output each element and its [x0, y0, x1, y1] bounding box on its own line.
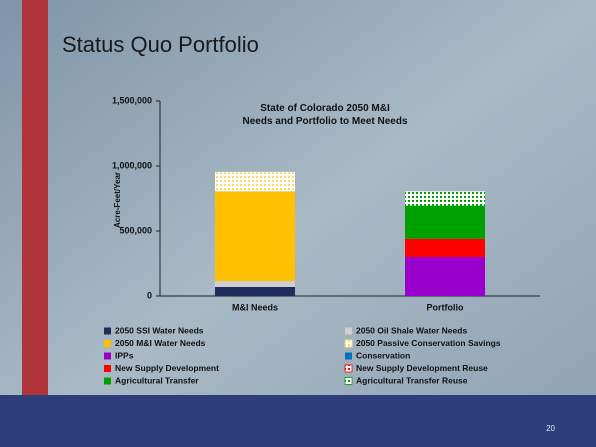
x-tick-label: Portfolio: [427, 302, 464, 312]
legend-swatch: [104, 365, 111, 372]
legend-swatch: [344, 364, 353, 373]
legend-swatch: [344, 377, 353, 385]
legend-swatch: [104, 352, 111, 360]
legend-swatch: [104, 340, 111, 347]
side-stripe: [22, 0, 48, 447]
legend-swatch: [104, 327, 111, 335]
legend-label: IPPs: [115, 350, 134, 360]
slide-title: Status Quo Portfolio: [62, 32, 259, 57]
bar-segment: [215, 171, 295, 192]
y-tick-label: 1,000,000: [112, 160, 152, 170]
bar-segment: [215, 191, 295, 282]
legend-swatch: [345, 327, 352, 335]
y-tick-label: 1,500,000: [112, 95, 152, 105]
bar-segment: [405, 191, 485, 206]
legend-swatch: [104, 377, 111, 385]
legend-label: 2050 Oil Shale Water Needs: [356, 325, 467, 335]
bar-segment: [405, 257, 485, 296]
legend-label: New Supply Development: [115, 363, 219, 373]
legend-label: 2050 Passive Conservation Savings: [356, 338, 501, 348]
legend-label: Conservation: [356, 350, 410, 360]
chart-title: State of Colorado 2050 M&I Needs and Port…: [242, 103, 407, 127]
bar-segment: [405, 238, 485, 257]
bar-segment: [215, 281, 295, 287]
bar-segment: [215, 286, 295, 296]
y-tick-label: 500,000: [119, 225, 152, 235]
legend-label: Agricultural Transfer Reuse: [356, 375, 468, 385]
legend-swatch: [345, 352, 352, 360]
legend-label: Agricultural Transfer: [115, 375, 199, 385]
legend-swatch: [344, 339, 353, 348]
y-tick-label: 0: [147, 290, 152, 300]
bar-segment: [405, 205, 485, 239]
y-axis-label: Acre-Feet/Year: [113, 172, 122, 228]
legend-label: New Supply Development Reuse: [356, 363, 488, 373]
legend-label: 2050 SSI Water Needs: [115, 325, 204, 335]
legend-label: 2050 M&I Water Needs: [115, 338, 206, 348]
x-tick-label: M&I Needs: [232, 302, 278, 312]
page-number: 20: [546, 424, 555, 433]
bottom-band: [0, 395, 596, 447]
